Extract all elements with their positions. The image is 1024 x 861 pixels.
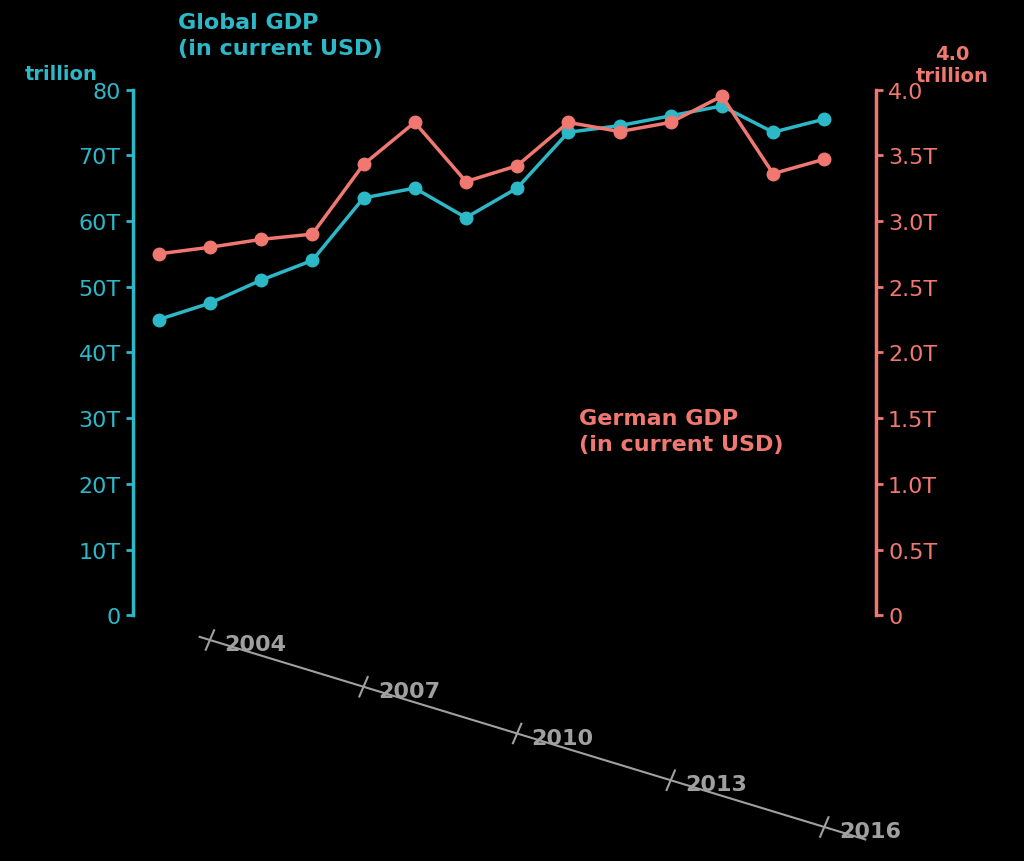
Text: 4.0
trillion: 4.0 trillion [915, 45, 989, 86]
Text: German GDP
(in current USD): German GDP (in current USD) [579, 409, 783, 455]
Text: 2004: 2004 [224, 635, 287, 654]
Text: 2007: 2007 [378, 681, 440, 701]
Text: 2016: 2016 [839, 821, 901, 841]
Text: 2010: 2010 [531, 728, 594, 747]
Text: trillion: trillion [25, 65, 97, 84]
Text: 2013: 2013 [685, 774, 748, 795]
Text: Global GDP
(in current USD): Global GDP (in current USD) [178, 13, 382, 59]
